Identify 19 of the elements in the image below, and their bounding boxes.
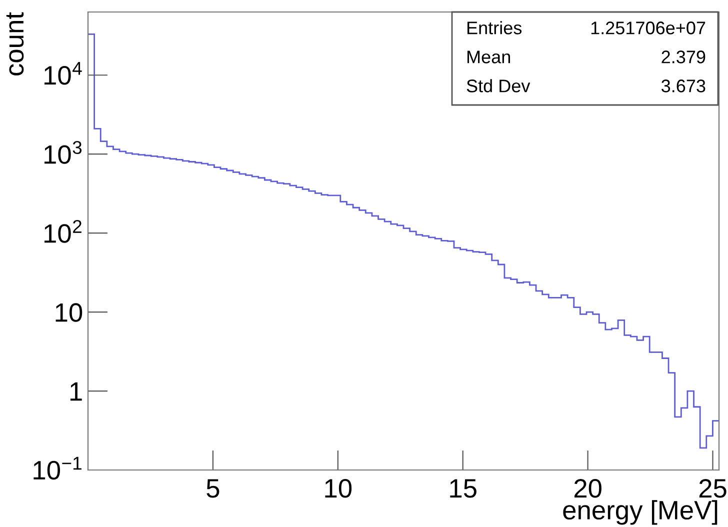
y-tick-label: 10 (56, 303, 82, 322)
x-axis-title: energy [MeV] (563, 500, 718, 525)
x-tick-label: 15 (450, 479, 476, 498)
annotation: 2.379 (662, 50, 706, 64)
y-tick-label: 10$^{2}$ (44, 220, 82, 243)
y-tick-label: 10$^{−1}$ (34, 456, 82, 480)
y-tick-label: 10$^{4}$ (44, 62, 82, 85)
x-tick-label: 20 (574, 479, 602, 498)
annotation: Entries (467, 21, 522, 34)
annotation: Std Dev (466, 79, 530, 92)
annotation: 1.251706e+07 (591, 22, 706, 34)
y-axis-title: count (6, 12, 24, 76)
annotation: Mean (467, 50, 510, 64)
x-tick-label: 25 (699, 479, 726, 498)
y-tick-label: 10$^{3}$ (44, 140, 82, 164)
y-tick-label: 1 (70, 382, 82, 401)
annotation: 3.673 (662, 80, 706, 92)
x-tick-label: 10 (325, 479, 352, 498)
x-tick-label: 5 (206, 479, 220, 498)
